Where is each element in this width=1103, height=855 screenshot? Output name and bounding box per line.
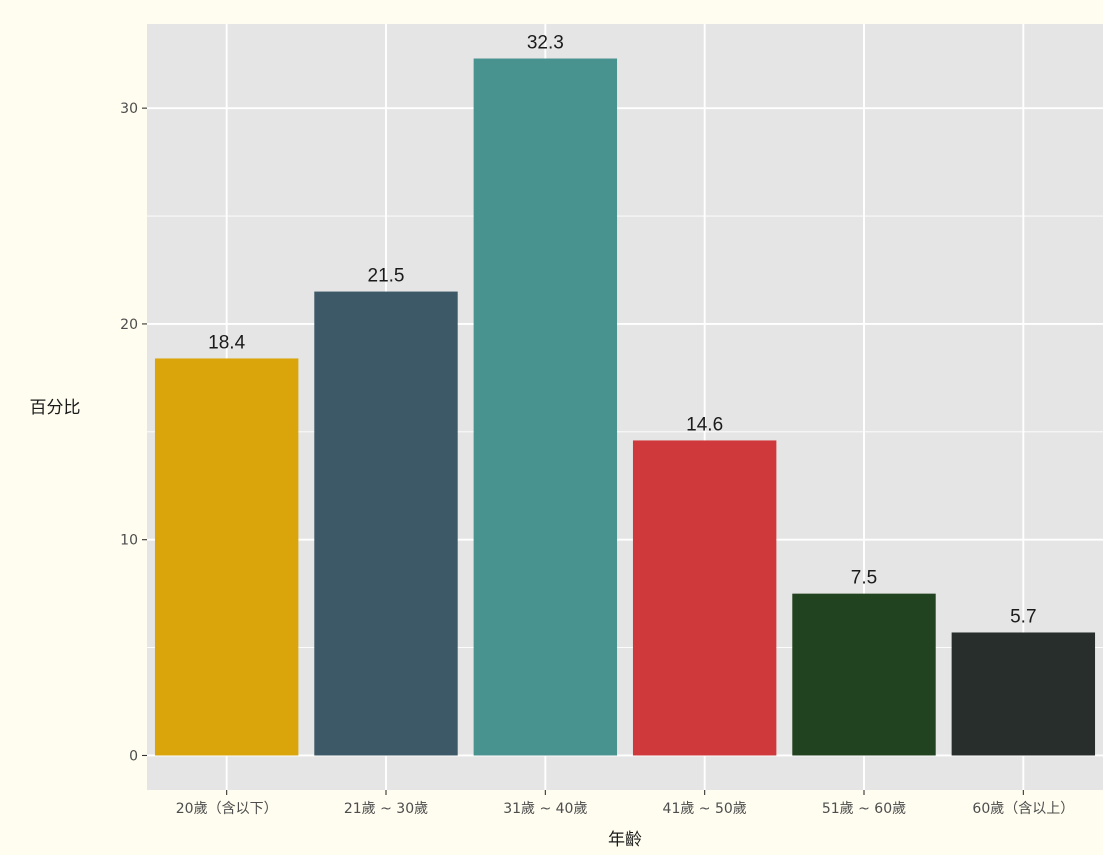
x-tick-label: 51歲 ~ 60歲: [822, 801, 906, 817]
x-axis: 20歲（含以下） 21歲 ~ 30歲 31歲 ~ 40歲 41歲 ~ 50歲 51歲 ~…: [176, 790, 1074, 817]
bar-value-label: 5.7: [1010, 606, 1036, 627]
bar-1: [154, 358, 299, 756]
x-tick-label: 41歲 ~ 50歲: [663, 801, 747, 817]
bar-6: [951, 632, 1096, 756]
plot-panel: [147, 24, 1103, 790]
bar-3: [473, 58, 618, 756]
y-tick-label: 0: [129, 748, 138, 764]
bar-4: [632, 440, 777, 756]
x-axis-title: 年齡: [608, 830, 642, 850]
bar-value-label: 32.3: [527, 33, 564, 54]
x-tick-label: 20歲（含以下）: [176, 801, 278, 817]
y-axis: 0 10 20 30: [120, 101, 147, 764]
y-axis-title: 百分比: [30, 398, 81, 418]
bars: [154, 58, 1096, 756]
bar-value-label: 21.5: [368, 266, 405, 287]
x-tick-label: 21歲 ~ 30歲: [344, 801, 428, 817]
bar-value-label: 14.6: [686, 414, 723, 435]
x-tick-label: 60歲（含以上）: [972, 801, 1074, 817]
data-labels: 18.4 21.5 32.3 14.6 7.5 5.7: [208, 33, 1036, 628]
bar-value-label: 18.4: [208, 332, 245, 353]
y-tick-label: 10: [120, 533, 138, 549]
y-tick-label: 20: [120, 317, 138, 333]
bar-2: [314, 291, 458, 756]
bar-5: [792, 593, 936, 756]
y-tick-label: 30: [120, 101, 138, 117]
bar-value-label: 7.5: [851, 568, 877, 589]
x-tick-label: 31歲 ~ 40歲: [503, 801, 587, 817]
